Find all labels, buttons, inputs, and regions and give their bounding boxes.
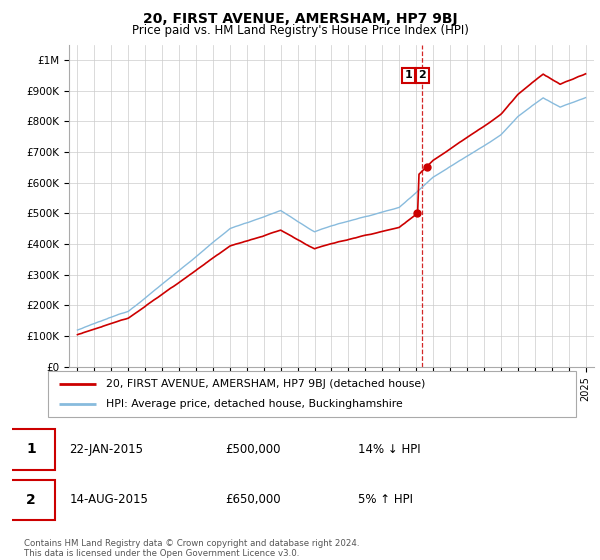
Text: 20, FIRST AVENUE, AMERSHAM, HP7 9BJ: 20, FIRST AVENUE, AMERSHAM, HP7 9BJ — [143, 12, 457, 26]
Text: 20, FIRST AVENUE, AMERSHAM, HP7 9BJ (detached house): 20, FIRST AVENUE, AMERSHAM, HP7 9BJ (det… — [106, 379, 425, 389]
Text: 2: 2 — [418, 71, 426, 81]
FancyBboxPatch shape — [6, 430, 55, 470]
Text: £500,000: £500,000 — [225, 442, 281, 456]
Text: 14% ↓ HPI: 14% ↓ HPI — [358, 442, 420, 456]
FancyBboxPatch shape — [48, 371, 576, 417]
Text: 14-AUG-2015: 14-AUG-2015 — [70, 493, 148, 506]
Text: 1: 1 — [26, 442, 36, 456]
Text: £650,000: £650,000 — [225, 493, 281, 506]
Text: HPI: Average price, detached house, Buckinghamshire: HPI: Average price, detached house, Buck… — [106, 399, 403, 409]
Text: Price paid vs. HM Land Registry's House Price Index (HPI): Price paid vs. HM Land Registry's House … — [131, 24, 469, 36]
FancyBboxPatch shape — [6, 480, 55, 520]
Text: 1: 1 — [405, 71, 413, 81]
Text: Contains HM Land Registry data © Crown copyright and database right 2024.
This d: Contains HM Land Registry data © Crown c… — [24, 539, 359, 558]
Text: 2: 2 — [26, 493, 36, 506]
Text: 5% ↑ HPI: 5% ↑ HPI — [358, 493, 413, 506]
Text: 22-JAN-2015: 22-JAN-2015 — [70, 442, 143, 456]
